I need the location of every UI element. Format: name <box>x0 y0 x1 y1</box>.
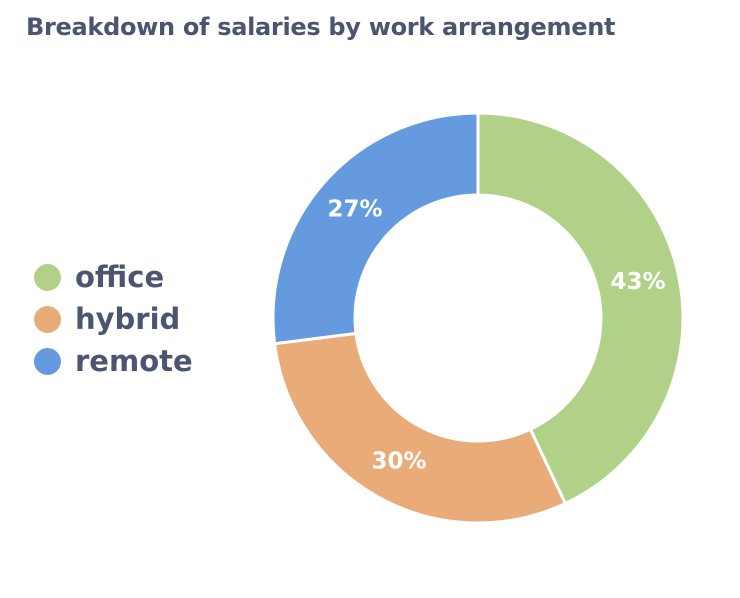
slice-label-hybrid: 30% <box>371 449 426 475</box>
legend-label-remote: remote <box>75 344 193 378</box>
chart-title: Breakdown of salaries by work arrangemen… <box>26 13 616 41</box>
legend-swatch-remote <box>34 347 61 375</box>
legend-label-hybrid: hybrid <box>75 302 181 336</box>
slice-label-remote: 27% <box>327 197 382 223</box>
legend-item-hybrid[interactable]: hybrid <box>34 298 193 340</box>
legend-swatch-hybrid <box>34 305 61 333</box>
legend-label-office: office <box>75 260 165 294</box>
slice-label-office: 43% <box>611 269 666 295</box>
slice-hybrid[interactable] <box>272 331 568 525</box>
legend-swatch-office <box>34 263 61 291</box>
legend-item-remote[interactable]: remote <box>34 340 193 382</box>
legend-item-office[interactable]: office <box>34 256 193 298</box>
slice-remote[interactable] <box>271 111 480 346</box>
slice-office[interactable] <box>476 111 685 506</box>
legend: office hybrid remote <box>34 256 193 382</box>
